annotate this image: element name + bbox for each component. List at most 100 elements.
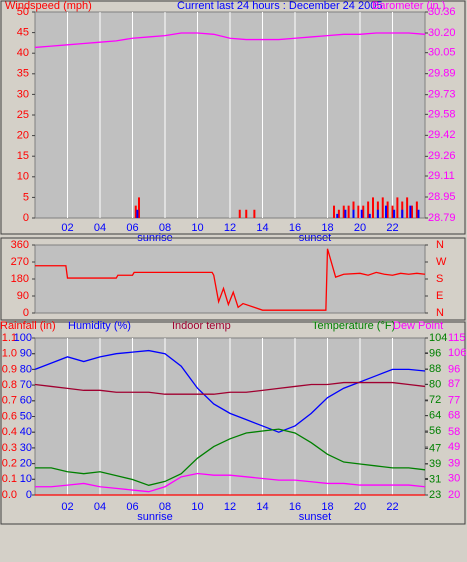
y-tick-label: 90 [17,290,29,302]
x-tick-label: 02 [61,222,73,234]
y-tick-label: 87 [448,378,460,390]
bar [134,205,137,218]
y-tick-label: 58 [448,426,460,438]
series-line [35,472,426,493]
y-tick-label: 0.9 [2,363,17,375]
bar [138,197,140,218]
panel-frame [0,237,466,321]
bar [372,197,374,218]
bar [352,209,355,218]
bar [136,209,139,218]
y-tick-label: N [436,239,444,251]
y-tick-label: 180 [11,273,29,285]
y-tick-label: 39 [429,458,441,470]
panel-frame [0,321,466,525]
x-tick-label: 12 [224,222,236,234]
x-tick-label: 20 [354,222,366,234]
bar [245,209,248,218]
x-tick-label: 06 [126,501,138,513]
y-tick-label: 80 [20,363,32,375]
y-tick-label: 60 [20,395,32,407]
y-tick-label: 56 [429,425,441,437]
y-tick-label: 47 [429,442,441,454]
y-tick-label: 30.05 [428,47,456,59]
x-tick-label: 08 [159,501,171,513]
bar [342,205,345,218]
y-tick-label: 5 [23,191,29,203]
y-tick-label: 49 [448,441,460,453]
y-tick-label: S [436,273,443,285]
x-tick-label: 14 [256,501,268,513]
y-tick-label: 104 [429,332,447,344]
y-tick-label: 0.2 [2,458,17,470]
y-tick-label: 360 [11,239,29,251]
bar [333,205,335,218]
bar [337,209,340,218]
y-tick-label: 30.20 [428,27,456,39]
y-tick-label: 25 [17,109,29,121]
x-tick-label: 12 [224,501,236,513]
bar [336,213,339,218]
y-tick-label: 106 [448,347,466,359]
bar [417,209,420,218]
series-line [34,381,426,395]
y-tick-label: 90 [20,348,32,360]
annotation: sunset [299,511,331,523]
x-tick-label: 22 [386,222,398,234]
y-tick-label: 10 [20,473,32,485]
y-tick-label: 88 [429,363,441,375]
y-tick-label: N [436,307,444,319]
series-line [35,248,426,311]
series-line [34,32,426,49]
y-tick-label: 0.6 [2,410,17,422]
bar [360,209,363,218]
legend-entry: Indoor temp [172,320,231,332]
legend-entry: Rainfall (in) [0,320,56,332]
y-tick-label: 72 [429,394,441,406]
bar [406,197,409,218]
y-tick-label: 20 [20,458,32,470]
bar [386,201,389,218]
x-tick-label: 16 [289,222,301,234]
y-tick-label: 0.8 [2,379,17,391]
y-tick-label: 30 [448,472,460,484]
y-tick-label: 20 [448,489,460,501]
y-tick-label: 28.79 [428,212,456,224]
bar [396,197,399,218]
y-tick-label: 39 [448,458,460,470]
legend-entry: Dew Point [393,320,443,332]
y-tick-label: 45 [17,27,29,39]
annotation: sunrise [137,511,172,523]
chart-title: Current last 24 hours : December 24 2005 [177,0,382,12]
x-tick-label: 06 [126,222,138,234]
y-tick-label: 28.95 [428,191,456,203]
y-tick-label: 80 [429,378,441,390]
bar [393,209,396,218]
y-tick-label: 29.89 [428,68,456,80]
x-tick-label: 20 [354,501,366,513]
bar [401,209,404,218]
y-tick-label: 29.11 [428,170,455,182]
y-tick-label: 0 [23,212,29,224]
y-tick-label: 20 [17,130,29,142]
axis-label: Windspeed (mph) [5,0,92,12]
y-tick-label: 0 [26,489,32,501]
legend-entry: Temperature (°F) [312,320,395,332]
y-tick-label: 29.42 [428,129,456,141]
bar [253,209,256,218]
y-tick-label: 0 [23,307,29,319]
y-tick-label: 15 [17,150,29,162]
y-tick-label: 50 [20,410,32,422]
y-tick-label: 30 [20,442,32,454]
bar [362,205,365,218]
bar [347,205,350,218]
y-tick-label: 50 [17,6,29,18]
y-tick-label: 30 [17,88,29,100]
x-tick-label: 04 [94,222,106,234]
y-tick-label: 10 [17,171,29,183]
y-tick-label: 115 [448,332,466,344]
legend-entry: Humidity (%) [68,320,131,332]
y-tick-label: 0.4 [2,426,17,438]
bar [385,205,387,218]
